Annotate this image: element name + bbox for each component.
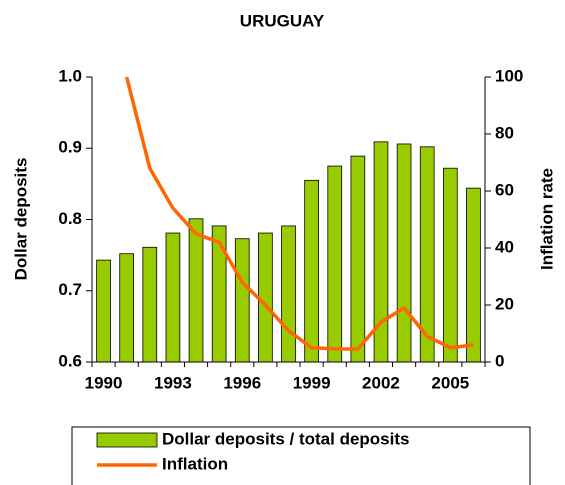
- y2-tick-label: 0: [495, 351, 504, 370]
- x-tick-label: 1993: [154, 373, 192, 392]
- legend-swatch: [96, 432, 158, 448]
- bar: [396, 143, 412, 363]
- bar: [234, 238, 250, 363]
- y2-tick-label: 60: [495, 180, 514, 199]
- line: [124, 76, 474, 351]
- y-tick-label: 1.0: [58, 66, 82, 85]
- x-tick-label: 1996: [223, 373, 261, 392]
- bar: [327, 165, 343, 363]
- y-tick-label: 0.9: [58, 138, 82, 157]
- bar: [442, 167, 458, 363]
- y-tick-label: 0.6: [58, 351, 82, 370]
- x-tick-label: 2005: [431, 373, 469, 392]
- y2-axis-label: Inflation rate: [537, 168, 556, 270]
- chart-title: URUGUAY: [240, 11, 325, 30]
- y-tick-label: 0.8: [58, 209, 82, 228]
- y2-tick-label: 40: [495, 237, 514, 256]
- y2-tick-label: 100: [495, 66, 523, 85]
- y2-tick-label: 20: [495, 294, 514, 313]
- bar: [165, 232, 181, 363]
- y-tick-label: 0.7: [58, 280, 82, 299]
- y2-tick-label: 80: [495, 123, 514, 142]
- legend-label: Dollar deposits / total deposits: [162, 429, 409, 448]
- bar: [304, 179, 319, 363]
- x-tick-label: 1990: [85, 373, 123, 392]
- bar: [258, 232, 273, 363]
- legend-label: Inflation: [162, 454, 228, 473]
- bar: [281, 225, 296, 363]
- y-axis-label: Dollar deposits: [11, 158, 30, 281]
- x-tick-label: 1999: [293, 373, 331, 392]
- bar: [119, 253, 135, 363]
- x-tick-label: 2002: [362, 373, 400, 392]
- bar: [350, 155, 366, 363]
- bar: [466, 187, 481, 363]
- bar: [211, 225, 227, 363]
- bar: [188, 218, 204, 363]
- bar: [96, 259, 111, 363]
- bar: [142, 246, 158, 363]
